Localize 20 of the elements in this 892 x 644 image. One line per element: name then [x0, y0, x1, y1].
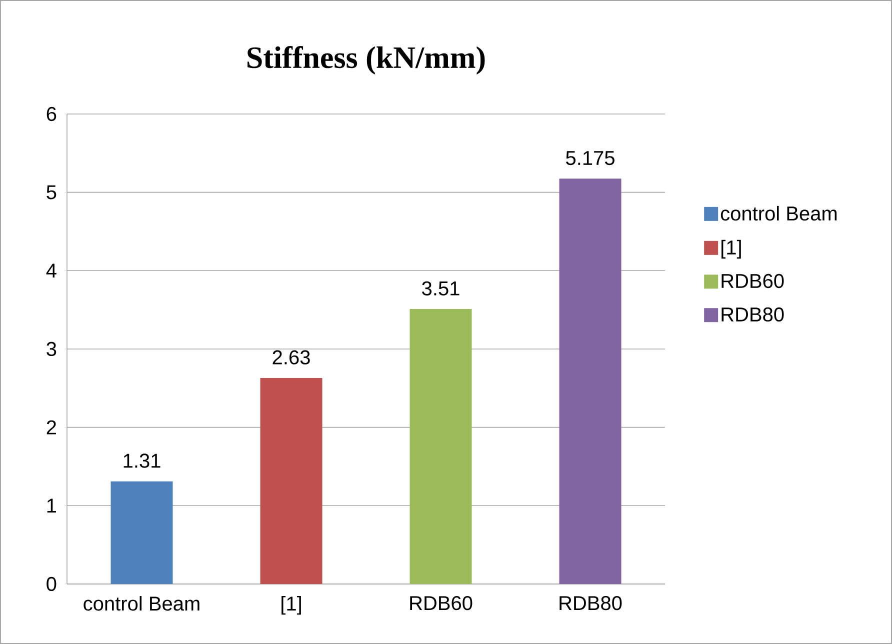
x-tick-label: control Beam: [84, 596, 200, 611]
data-label: 3.51: [422, 281, 460, 296]
y-tick-label: 5: [46, 185, 56, 200]
data-label: 2.63: [272, 350, 310, 364]
y-tick-label: 2: [46, 420, 56, 434]
legend-label: [1]: [722, 240, 741, 259]
legend-label: RDB60: [722, 274, 784, 288]
y-tick-label: 3: [46, 342, 56, 356]
y-tick-label: 6: [46, 106, 56, 122]
legend-label: RDB80: [722, 307, 784, 322]
y-tick-label: 1: [47, 498, 56, 513]
data-label: 1.31: [124, 454, 160, 468]
x-tick-label: RDB60: [410, 596, 472, 610]
y-tick-label: 4: [46, 264, 56, 278]
legend-label: control Beam: [720, 206, 837, 221]
data-label: 5.175: [566, 151, 614, 166]
chart-title: Stiffness (kN/mm): [248, 46, 485, 74]
x-tick-label: [1]: [282, 596, 301, 615]
y-tick-label: 0: [46, 576, 56, 592]
x-tick-label: RDB80: [560, 596, 622, 610]
